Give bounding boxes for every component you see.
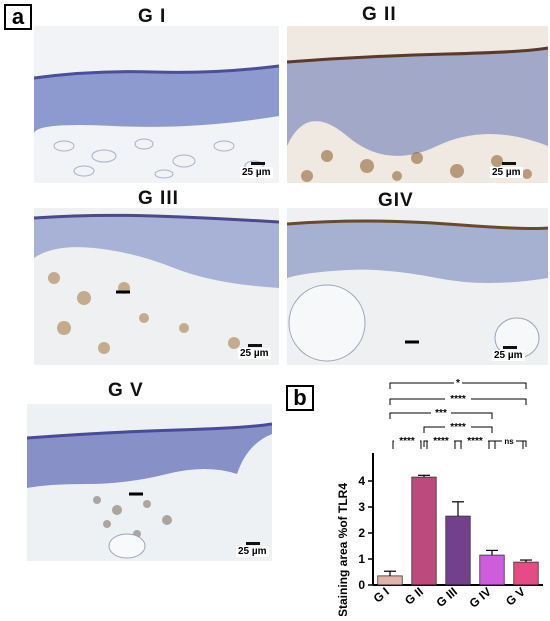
significance-label: ns (504, 437, 514, 446)
micrograph-title-g3: G III (138, 188, 179, 209)
significance-label: *** (435, 408, 447, 419)
scale-bar-g3 (248, 344, 262, 347)
significance-label-bg (445, 394, 471, 404)
bar-2 (411, 476, 437, 586)
micrograph-title-g4: GIV (378, 190, 414, 211)
significance-label-bg (445, 422, 471, 432)
scale-label-g4: 25 µm (492, 350, 525, 361)
scale-label-g5: 25 µm (236, 546, 269, 557)
significance-label: **** (399, 436, 415, 447)
significance-label-bg (502, 436, 516, 446)
bar-chart-svg: Staining area %of TLR4 0 1 2 3 4 G I G II G III G… (336, 378, 543, 617)
scale-bar-g2 (502, 162, 516, 165)
significance-label-bg (394, 436, 420, 446)
micrograph-g5 (27, 404, 272, 561)
bar-1 (377, 575, 403, 586)
x-tick-label-2: G II (402, 585, 426, 608)
bar-3 (445, 515, 471, 586)
significance-label: **** (450, 394, 466, 405)
significance-label: **** (467, 436, 483, 447)
x-tick-label-1: G I (371, 585, 392, 606)
significance-label-bg (454, 378, 462, 388)
x-tick-label-5: G V (503, 585, 528, 609)
scale-label-g1: 25 µm (240, 167, 273, 178)
significance-label: **** (450, 422, 466, 433)
significance-label-bg (431, 408, 451, 418)
micrograph-g3 (34, 208, 279, 365)
micrograph-g2 (287, 26, 548, 183)
micrograph-title-g5: G V (108, 380, 144, 401)
scale-label-g3: 25 µm (238, 348, 271, 359)
significance-label-bg (428, 436, 454, 446)
scale-bar-g4 (503, 346, 517, 349)
micrograph-title-g2: G II (362, 4, 397, 25)
bar-5 (513, 561, 539, 586)
scale-bar-g1 (251, 162, 265, 165)
micrograph-title-g1: G I (138, 6, 167, 27)
y-tick-label: 2 (358, 526, 365, 540)
significance-label: **** (433, 436, 449, 447)
scale-bar-g5 (246, 542, 260, 545)
y-axis-label: Staining area %of TLR4 (336, 483, 350, 616)
scale-label-g2: 25 µm (490, 167, 523, 178)
x-tick-label-3: G III (434, 585, 460, 610)
bar-4 (479, 554, 505, 586)
micrograph-g4 (287, 208, 548, 365)
y-tick-label: 1 (358, 552, 365, 566)
bar-chart: Staining area %of TLR4 0 1 2 3 4 G I G II G III G… (285, 375, 550, 617)
micrograph-g1 (34, 26, 279, 183)
significance-label-bg (462, 436, 488, 446)
x-tick-label-4: G IV (467, 585, 494, 611)
y-tick-label: 4 (358, 474, 365, 488)
y-tick-label: 0 (358, 578, 365, 592)
panel-a-label: a (4, 4, 32, 30)
significance-label: * (456, 378, 460, 389)
panel-b-label: b (286, 385, 314, 411)
y-tick-label: 3 (358, 500, 365, 514)
